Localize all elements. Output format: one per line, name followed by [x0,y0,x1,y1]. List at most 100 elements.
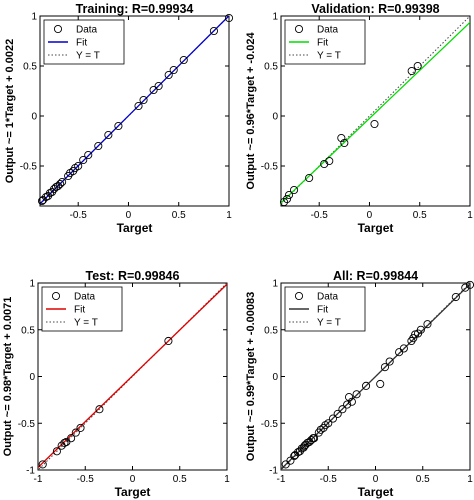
panel-title: Validation: R=0.99398 [311,2,439,16]
data-point [209,26,218,36]
data-point [279,197,289,207]
data-point [352,390,361,399]
y-tick-label: -0.5 [18,419,36,430]
identity-line [38,283,227,470]
panel-title: Training: R=0.99934 [76,2,194,16]
data-point [409,334,418,343]
legend-label: Y = T [76,51,100,62]
data-point [179,55,188,65]
data-point [76,423,85,432]
data-point [104,130,113,140]
data-point [95,405,104,414]
y-tick-label: -0.5 [261,162,279,173]
data-point [149,85,158,95]
legend-label: Fit [74,305,85,316]
plot-lines [40,16,229,205]
data-point [94,141,103,151]
legend-data-marker [294,24,304,34]
data-point [74,161,83,171]
y-axis-label: Output ~= 0.96*Target + -0.024 [245,32,257,190]
data-point [56,179,65,189]
y-tick-label: 1 [29,279,35,290]
data-point [52,447,61,456]
data-point [385,357,394,366]
data-point [134,101,143,111]
data-point [399,344,408,353]
x-tick-label: 1 [467,474,473,485]
data-point [139,95,148,105]
x-tick-label: -0.5 [70,210,88,221]
x-tick-label: 0.5 [172,210,186,221]
data-point [164,336,173,346]
x-tick-label: 0 [367,210,373,221]
data-point [79,155,88,165]
data-point [58,177,67,187]
data-point [347,397,356,406]
plot-lines [281,16,470,205]
y-tick-label: 1 [272,279,278,290]
legend: Data Fit Y = T [43,19,125,65]
data-point [67,434,76,443]
legend-label: Fit [317,305,328,316]
y-tick-label: 0 [272,372,278,383]
data-point [333,409,342,418]
x-tick-label: 0 [373,474,379,485]
x-tick-label: 0.5 [413,210,427,221]
y-tick-label: 0 [31,112,37,123]
x-tick-label: 0.5 [173,474,187,485]
data-point [376,379,385,389]
fit-line [40,16,229,205]
legend-label: Data [317,292,339,303]
data-point [407,336,416,346]
legend-data-marker [51,291,61,301]
legend: Data Fit Y = T [284,19,366,65]
x-tick-label: 1 [226,210,232,221]
data-point [423,320,432,329]
data-point [38,195,48,205]
y-tick-label: 0.5 [264,325,278,336]
x-tick-label: -1 [277,474,286,485]
x-tick-label: -1 [34,474,43,485]
data-point [310,434,319,443]
data-point [328,414,338,423]
x-tick-label: 0.5 [416,474,430,485]
y-tick-label: 1 [272,12,278,23]
legend-label: Data [74,292,96,303]
data-point [282,194,292,204]
x-axis-label: Target [358,221,394,235]
panel-3: -1-1 -0.5 -0.5 0 0 0.5 0.5 1 1 Data Fit Y = T Test: … [2,269,230,499]
legend-label: Fit [317,38,328,49]
y-tick-label: 0 [272,112,278,123]
fit-line [38,283,227,469]
fit-line [281,21,470,204]
x-tick-label: 0 [130,474,136,485]
data-point [314,428,323,437]
data-point [114,121,123,131]
data-point [361,381,371,390]
legend-label: Fit [76,38,87,49]
fit-line [281,283,470,470]
legend-data-marker [53,24,63,34]
data-point [224,13,234,23]
data-point [290,185,299,195]
data-point [343,400,352,409]
data-point [451,292,460,302]
x-axis-label: Target [117,221,153,235]
x-tick-label: -0.5 [77,474,95,485]
y-tick-label: 0.5 [23,62,37,73]
data-point [461,283,470,292]
legend-label: Y = T [74,318,98,329]
x-tick-label: 1 [467,210,473,221]
x-tick-label: 0 [126,210,132,221]
legend-label: Y = T [317,318,341,329]
x-tick-label: -0.5 [320,474,338,485]
data-point [413,61,422,71]
data-point [370,119,379,129]
y-tick-label: 0.5 [21,325,35,336]
data-point [416,325,425,334]
data-point [284,190,294,200]
panel-4: -1-1 -0.5 -0.5 0 0 0.5 0.5 1 1 Data Fit Y = T All: R… [245,269,474,499]
panel-title: All: R=0.99844 [333,269,418,283]
data-point [380,363,390,372]
data-point [154,81,163,91]
